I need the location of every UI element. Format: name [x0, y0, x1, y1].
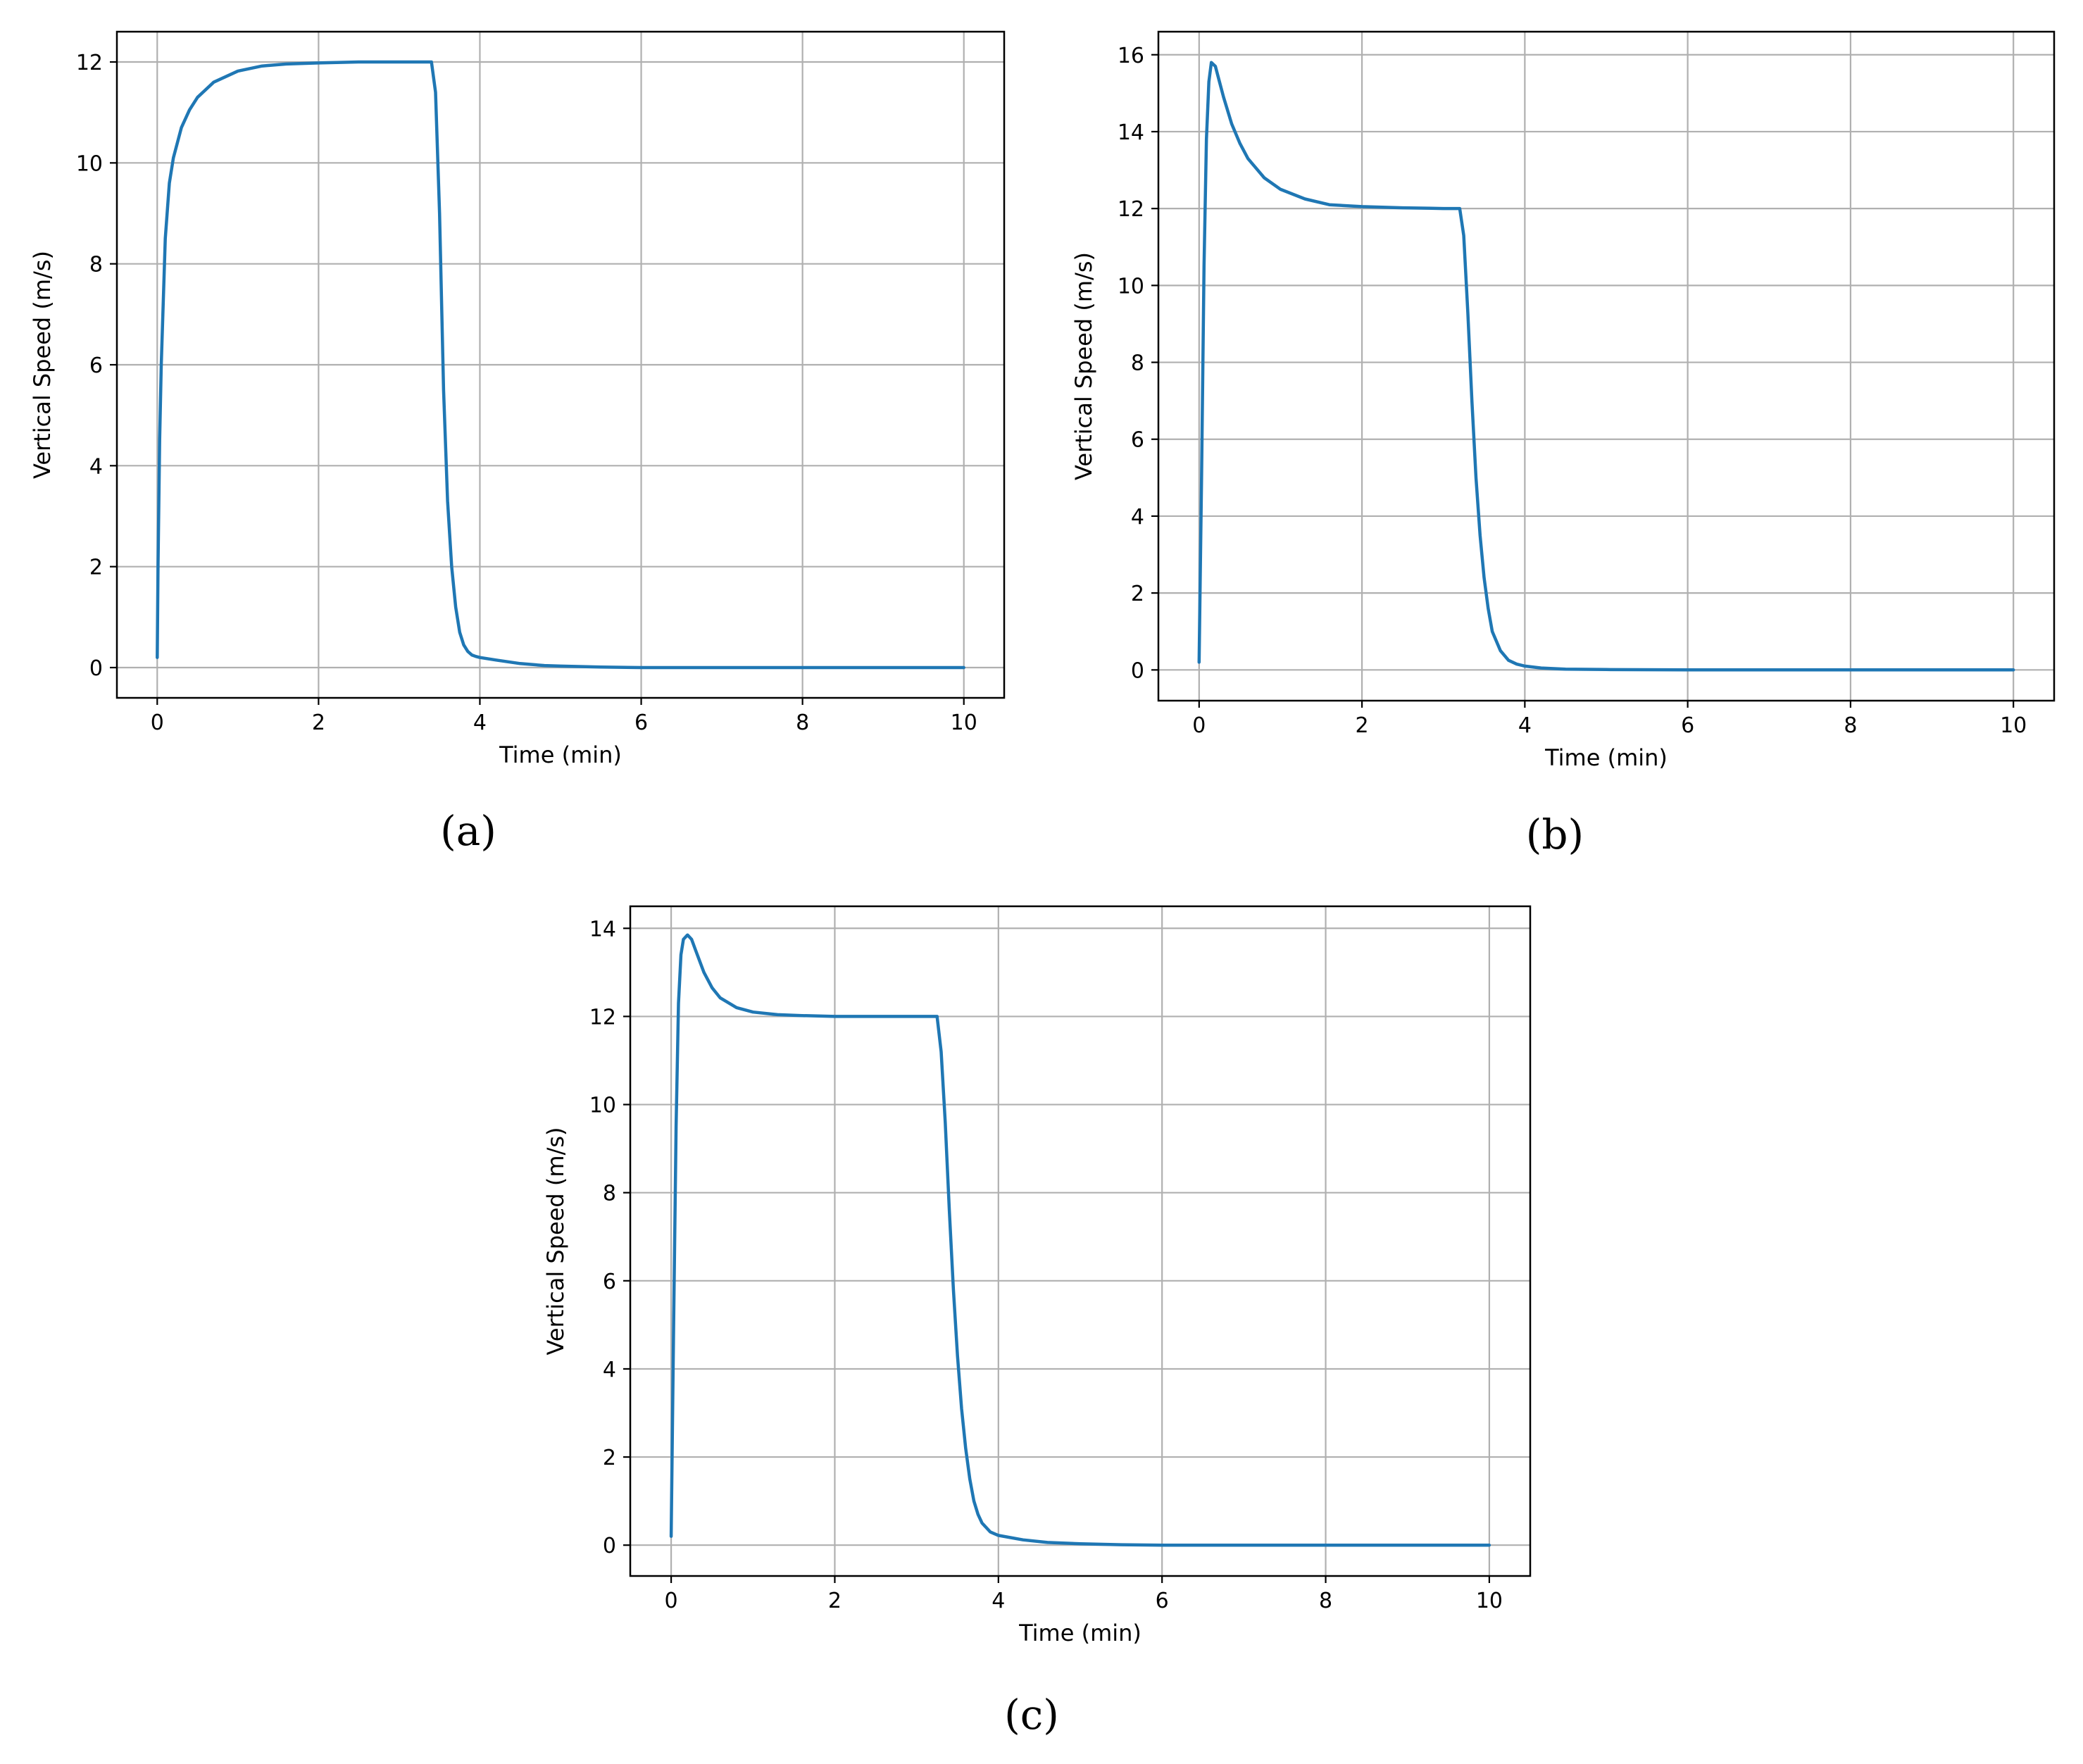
x-tick-label: 6	[634, 711, 648, 735]
y-tick-label: 2	[89, 556, 103, 580]
x-tick-label: 2	[828, 1589, 842, 1613]
series-line	[1197, 61, 2015, 672]
y-tick-label: 10	[76, 151, 103, 176]
x-tick-label: 6	[1156, 1589, 1169, 1613]
axes-frame	[1157, 30, 2056, 702]
y-tick-label: 10	[589, 1094, 616, 1118]
panel-label: (c)	[1004, 1691, 1059, 1739]
y-tick-label: 8	[603, 1182, 616, 1206]
x-tick-label: 0	[1192, 713, 1206, 738]
axes-frame	[629, 905, 1532, 1577]
y-tick-label: 12	[589, 1005, 616, 1030]
y-tick-label: 14	[1118, 120, 1144, 145]
x-tick-label: 8	[1844, 713, 1857, 738]
y-tick-label: 2	[603, 1446, 616, 1470]
series-line	[669, 933, 1491, 1547]
panel-label: (a)	[440, 807, 496, 855]
x-axis-label: Time (min)	[1544, 744, 1668, 771]
panel-label: (b)	[1526, 811, 1584, 858]
y-tick-label: 12	[1118, 197, 1144, 222]
y-tick-label: 16	[1118, 44, 1144, 68]
chart-panel-1: 0 2 4 6 8 10 0 2 4 6 8 10 12 Time (min) Vertical Speed…	[29, 30, 1006, 855]
y-tick-label: 14	[589, 917, 616, 942]
x-tick-label: 0	[151, 711, 164, 735]
grid	[117, 32, 1004, 698]
x-tick-label: 2	[1356, 713, 1369, 738]
x-tick-label: 10	[1476, 1589, 1503, 1613]
y-tick-label: 0	[89, 656, 103, 681]
x-tick-label: 4	[992, 1589, 1005, 1613]
y-tick-label: 6	[89, 354, 103, 378]
panels-root: 0 2 4 6 8 10 0 2 4 6 8 10 12 Time (min) Vertical Speed…	[29, 30, 2056, 1739]
y-tick-label: 8	[89, 253, 103, 277]
y-tick-label: 10	[1118, 274, 1144, 299]
y-tick-label: 6	[603, 1270, 616, 1294]
y-tick-label: 0	[603, 1534, 616, 1558]
y-tick-label: 4	[603, 1358, 616, 1382]
chart-panel-2: 0 2 4 6 8 10 0 2 4 6 8 10 12 14 16 Time (min) Vertical S…	[1070, 30, 2056, 858]
y-tick-label: 4	[89, 454, 103, 479]
x-tick-label: 10	[2000, 713, 2027, 738]
x-tick-label: 0	[665, 1589, 678, 1613]
y-tick-label: 2	[1131, 582, 1144, 606]
y-axis-label: Vertical Speed (m/s)	[29, 251, 56, 479]
y-tick-label: 8	[1131, 351, 1144, 376]
y-axis-label: Vertical Speed (m/s)	[542, 1127, 569, 1355]
grid	[630, 906, 1530, 1576]
x-tick-label: 8	[796, 711, 809, 735]
y-tick-label: 6	[1131, 428, 1144, 453]
chart-panel-3: 0 2 4 6 8 10 0 2 4 6 8 10 12 14 Time (min) Vertical Spe…	[542, 905, 1532, 1739]
x-axis-label: Time (min)	[499, 742, 622, 768]
x-axis-label: Time (min)	[1018, 1620, 1141, 1646]
x-tick-label: 4	[473, 711, 487, 735]
y-tick-label: 4	[1131, 505, 1144, 530]
y-axis-label: Vertical Speed (m/s)	[1070, 252, 1097, 480]
x-tick-label: 10	[951, 711, 977, 735]
x-tick-label: 4	[1518, 713, 1532, 738]
x-tick-label: 2	[312, 711, 325, 735]
x-tick-label: 6	[1681, 713, 1694, 738]
y-tick-label: 12	[76, 51, 103, 75]
x-tick-label: 8	[1319, 1589, 1332, 1613]
series-line	[156, 60, 965, 670]
y-tick-label: 0	[1131, 658, 1144, 683]
